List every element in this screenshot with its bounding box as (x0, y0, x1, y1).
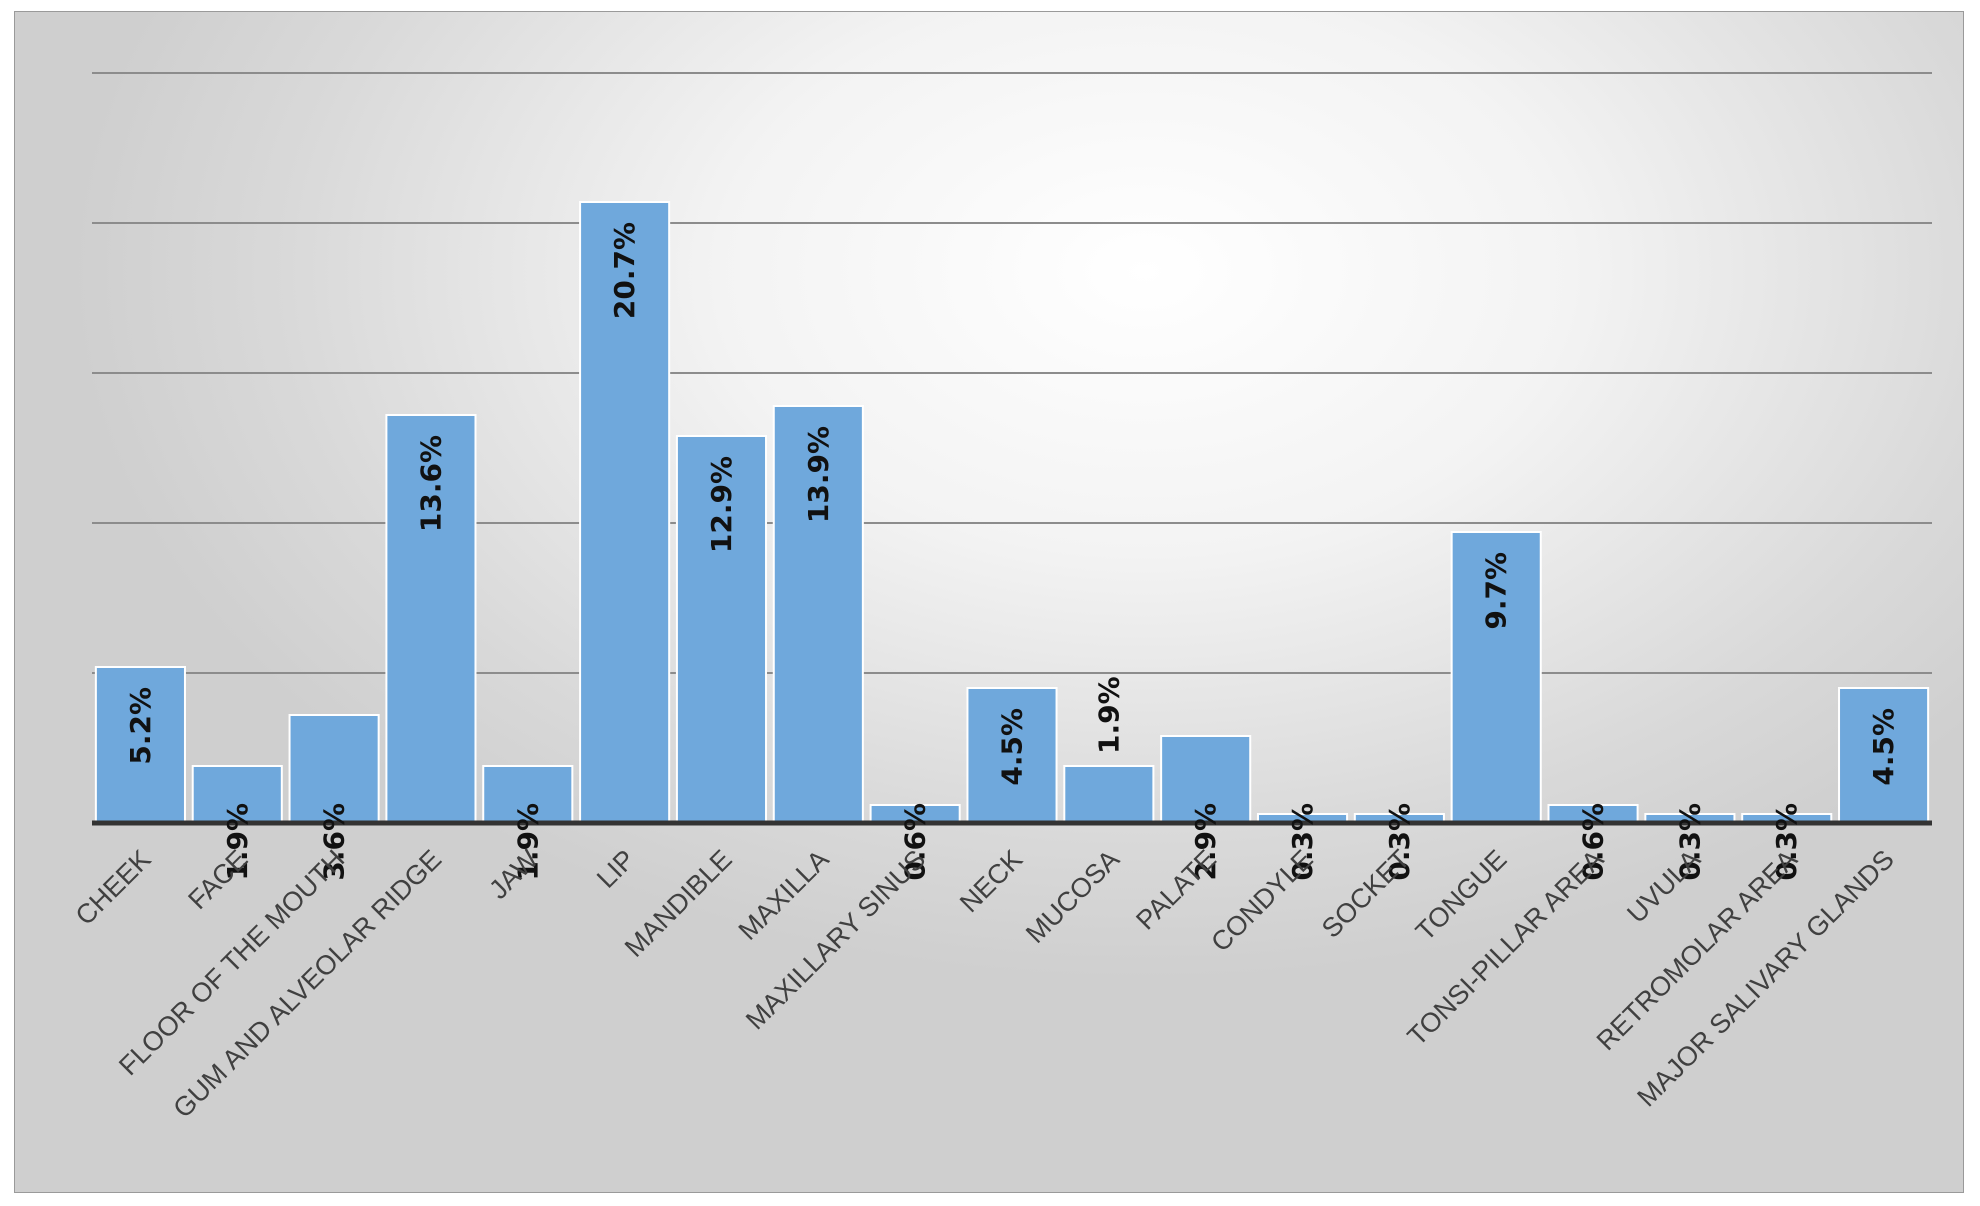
data-label: 4.5% (996, 708, 1029, 786)
data-labels: 5.2% 1.9% 3.6% 13.6% 1.9% 20.7% 12.9% 13.9% 0.6%… (124, 222, 1900, 881)
bar (772, 405, 864, 824)
bar (288, 714, 380, 824)
data-label: 3.6% (318, 803, 351, 881)
category-label: TONGUE (1410, 844, 1513, 947)
data-label: 1.9% (221, 803, 254, 881)
data-label: 4.5% (1867, 708, 1900, 786)
data-label: 0.3% (1770, 803, 1803, 881)
data-label: 0.3% (1286, 803, 1319, 881)
data-label: 13.6% (414, 435, 447, 532)
data-label: 2.9% (1189, 803, 1222, 881)
data-label: 13.9% (802, 426, 835, 523)
data-label: 0.6% (899, 803, 932, 881)
gridlines (92, 72, 1932, 674)
bar (966, 687, 1058, 824)
category-label: MAXILLA (733, 844, 835, 946)
data-label: 12.9% (705, 456, 738, 553)
bar (1450, 531, 1542, 824)
category-label: NECK (954, 844, 1028, 918)
bar (675, 435, 768, 824)
bar (191, 765, 283, 824)
category-label: PALATE (1130, 844, 1222, 936)
chart-area (14, 11, 1964, 1193)
category-label: CHEEK (70, 844, 157, 931)
category-label: UVULA (1621, 844, 1706, 929)
bar (1063, 765, 1155, 824)
bars (94, 201, 1930, 824)
bar (579, 201, 671, 824)
category-label: SOCKET (1316, 844, 1416, 944)
data-label: 0.3% (1673, 803, 1706, 881)
data-label: 1.9% (511, 803, 544, 881)
bar (385, 414, 477, 824)
category-label: TONSI-PILLAR AREA (1402, 844, 1610, 1052)
bar (482, 765, 574, 824)
category-label: LIP (591, 844, 641, 894)
data-label: 0.3% (1383, 803, 1416, 881)
data-label: 20.7% (608, 222, 641, 319)
category-label: MUCOSA (1020, 844, 1125, 949)
data-label: 0.6% (1577, 803, 1610, 881)
data-label: 9.7% (1480, 552, 1513, 630)
data-label: 1.9% (1092, 676, 1125, 754)
category-label: CONDYLE (1205, 844, 1319, 958)
data-label: 5.2% (124, 687, 157, 765)
bar (1838, 687, 1930, 824)
category-label: MAXILLARY SINUS (740, 844, 931, 1035)
